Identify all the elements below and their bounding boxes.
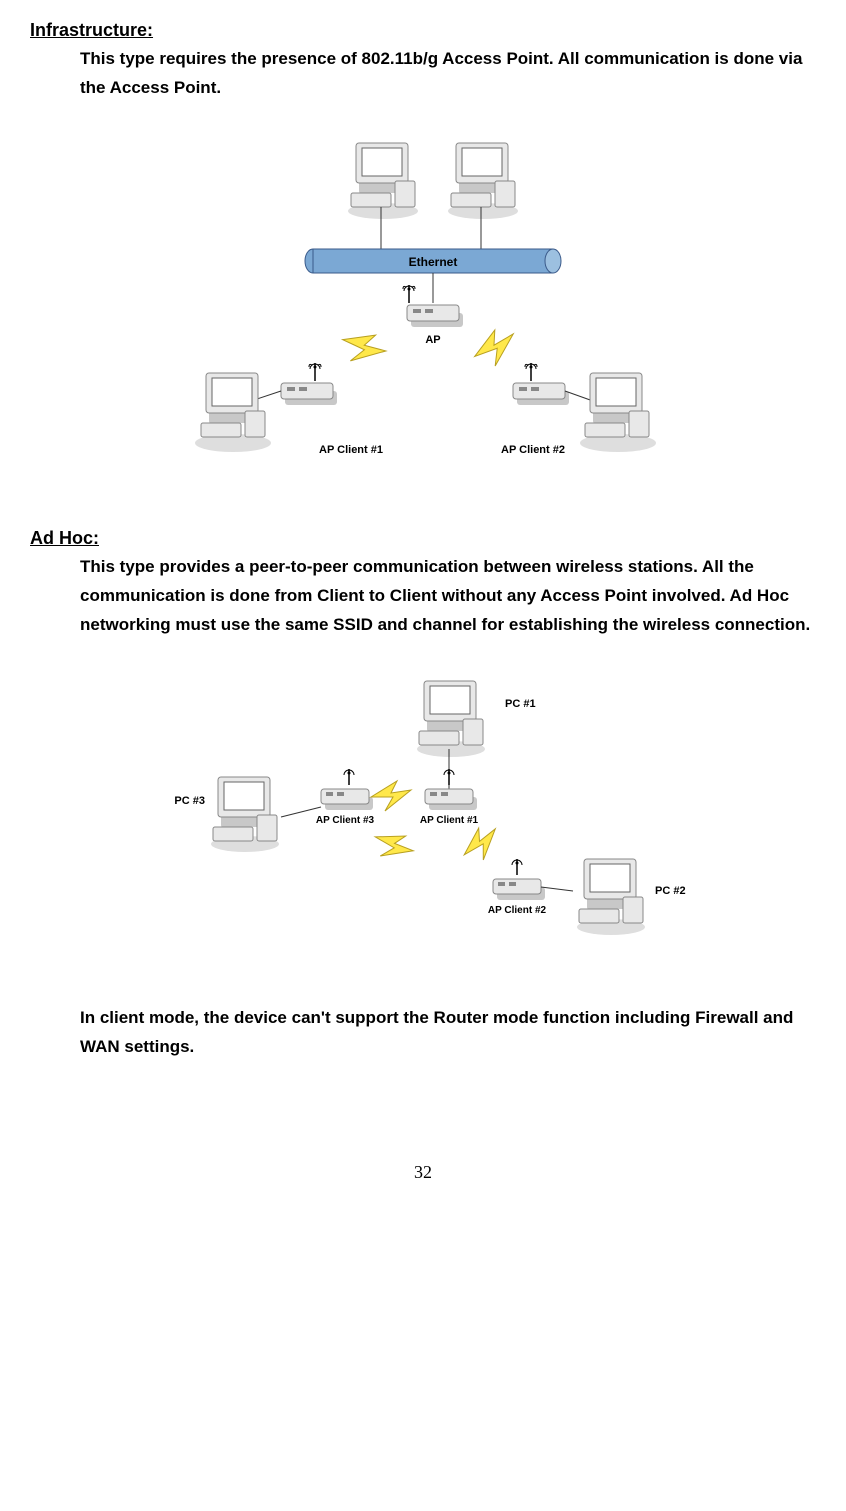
adhoc-client2-label: AP Client #2 <box>488 905 547 916</box>
pc1-label: PC #1 <box>505 698 536 710</box>
client1-antenna-icon <box>444 769 454 785</box>
lightning-icon <box>469 324 522 371</box>
client2-label: AP Client #2 <box>501 444 565 456</box>
infrastructure-body: This type requires the presence of 802.1… <box>80 45 816 103</box>
lightning-icon <box>336 323 390 372</box>
adhoc-footer: In client mode, the device can't support… <box>80 1004 816 1062</box>
client2-antenna-icon <box>512 859 522 875</box>
client1-label: AP Client #1 <box>319 444 383 456</box>
client3-router-icon <box>321 789 373 810</box>
client1-antenna-icon <box>309 363 321 381</box>
pc3-label: PC #3 <box>174 795 205 807</box>
ap-antenna-icon <box>403 285 415 303</box>
adhoc-client3-label: AP Client #3 <box>316 815 375 826</box>
lightning-icon <box>456 821 506 867</box>
page-number: 32 <box>30 1162 816 1183</box>
client2-antenna-icon <box>525 363 537 381</box>
client2-router-icon <box>513 383 569 405</box>
ethernet-bar-icon: Ethernet <box>305 249 561 273</box>
ap-router-icon <box>407 305 463 327</box>
infrastructure-diagram: Ethernet AP AP Client #1 AP Client #2 <box>30 133 816 498</box>
pc2-label: PC #2 <box>655 885 686 897</box>
infrastructure-heading: Infrastructure: <box>30 20 816 41</box>
adhoc-diagram: PC #1 AP Client #1 PC #3 AP Client #3 AP… <box>30 669 816 974</box>
client2-router-icon <box>493 879 545 900</box>
client1-pc-icon <box>201 373 265 437</box>
pc2-icon <box>579 859 643 923</box>
adhoc-heading: Ad Hoc: <box>30 528 816 549</box>
ap-label: AP <box>425 334 440 346</box>
client1-router-icon <box>281 383 337 405</box>
lightning-icon <box>368 823 418 869</box>
pc3-icon <box>213 777 277 841</box>
client3-antenna-icon <box>344 769 354 785</box>
client1-router-icon <box>425 789 477 810</box>
lightning-icon <box>371 781 411 811</box>
client2-pc-icon <box>585 373 649 437</box>
pc1-icon <box>419 681 483 745</box>
wired-pc-1-icon <box>351 143 415 207</box>
adhoc-body: This type provides a peer-to-peer commun… <box>80 553 816 640</box>
wired-pc-2-icon <box>451 143 515 207</box>
ethernet-label: Ethernet <box>409 255 458 269</box>
adhoc-client1-label: AP Client #1 <box>420 815 479 826</box>
